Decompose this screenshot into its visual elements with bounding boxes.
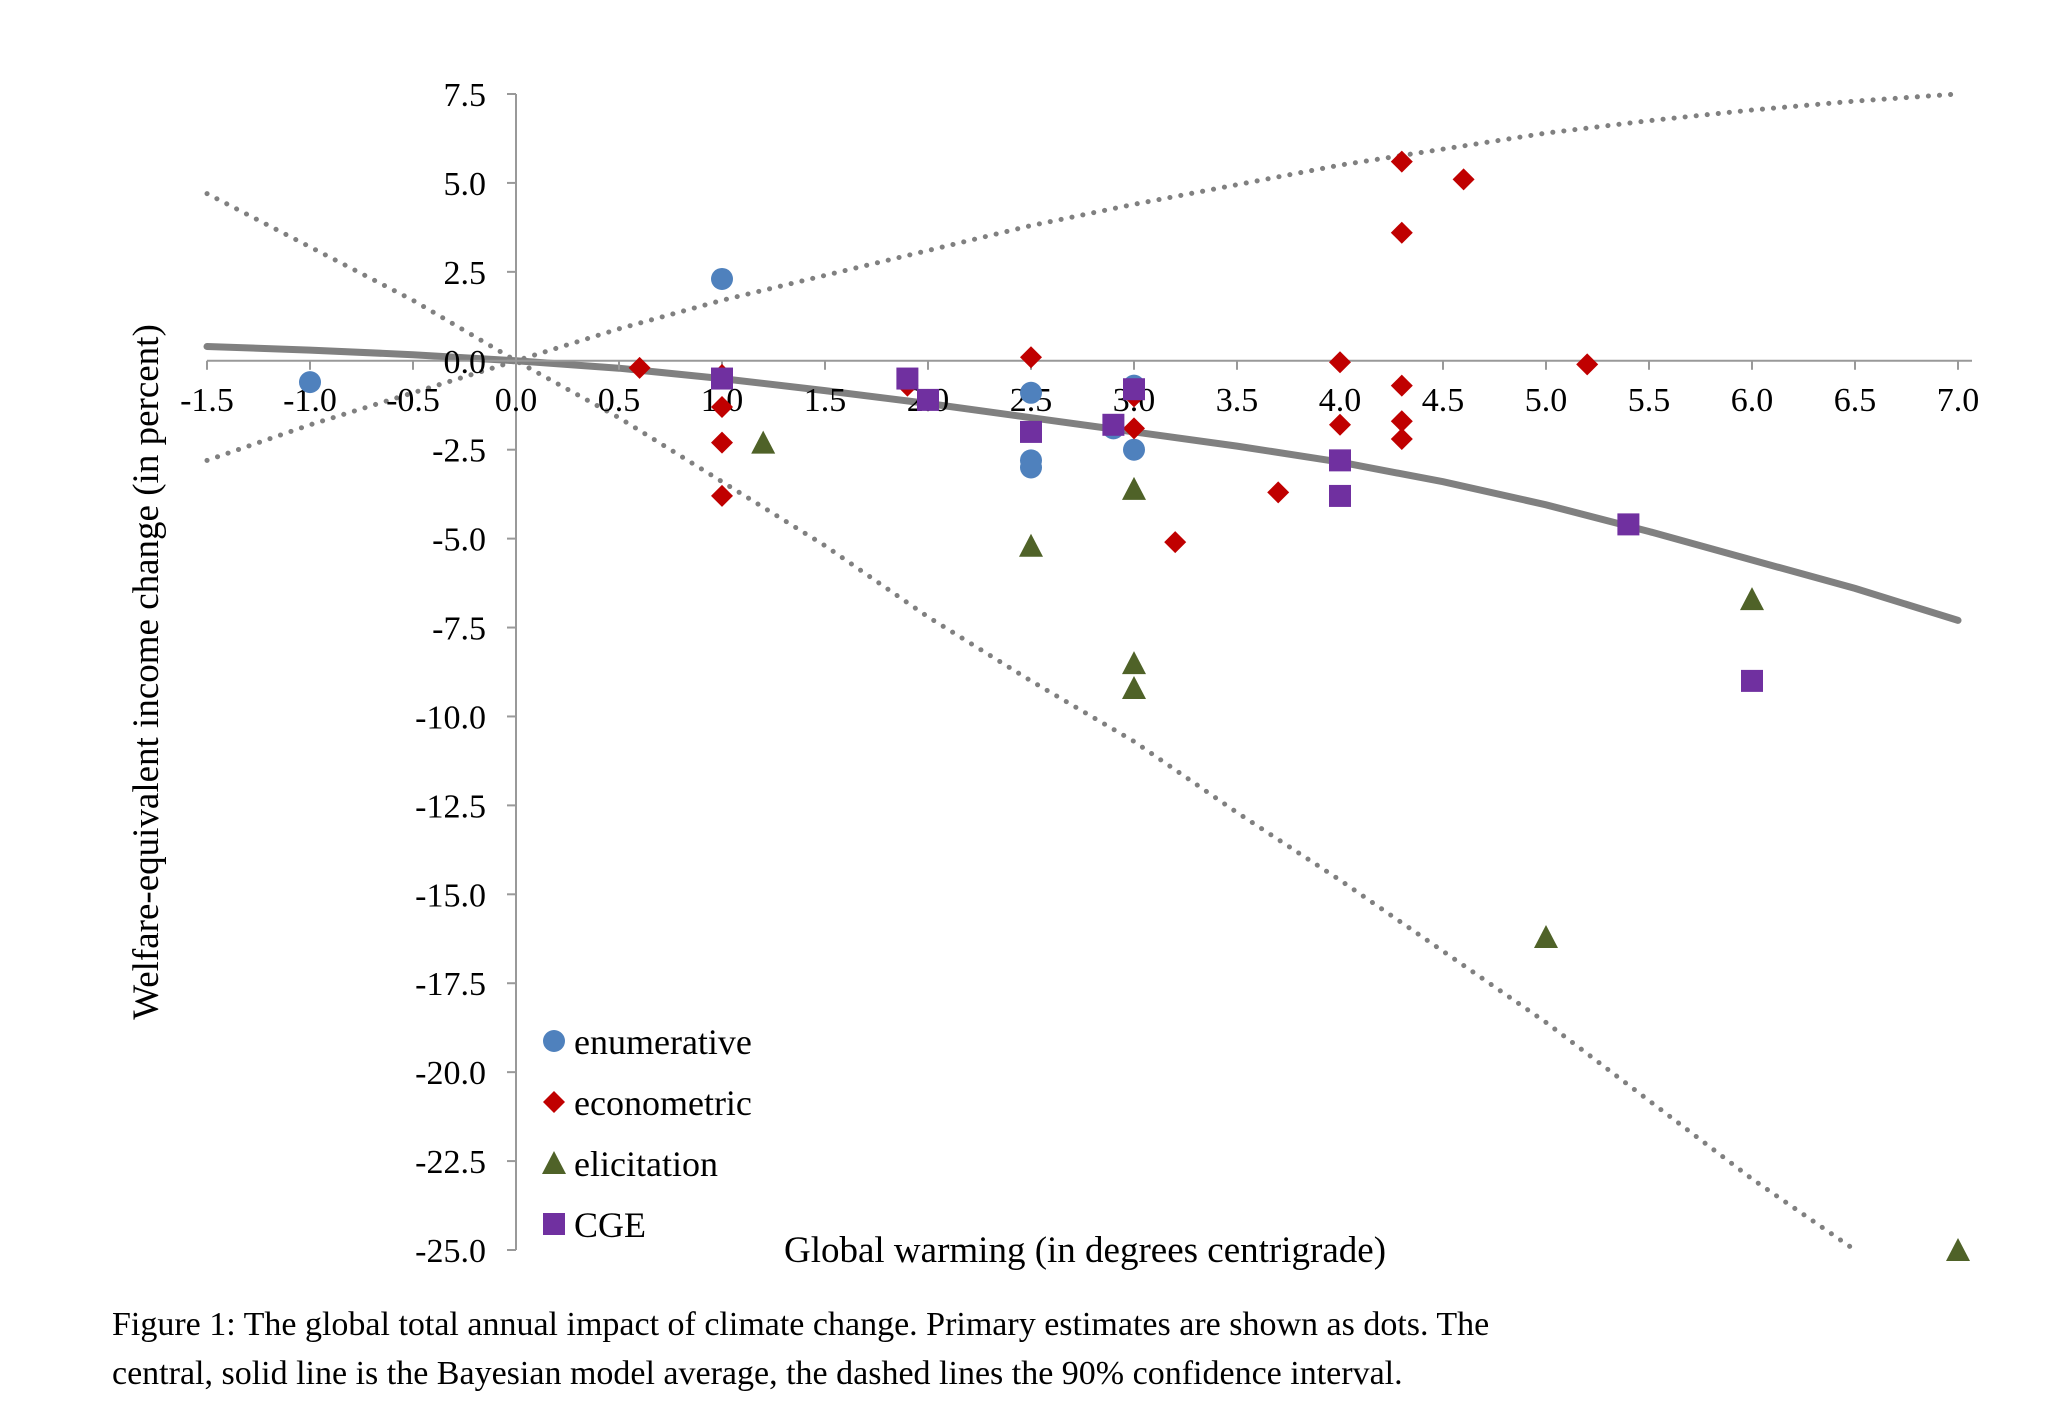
econometric-point <box>1390 374 1413 397</box>
CGE-point <box>1020 420 1042 443</box>
CGE-point <box>917 388 939 411</box>
confidence-upper-line <box>204 91 1961 463</box>
enumerative-point <box>1020 381 1042 404</box>
CGE-point <box>1102 413 1125 436</box>
econometric-point <box>711 431 733 454</box>
econometric-point <box>1329 413 1351 436</box>
legend-enumerative-swatch <box>543 1030 565 1052</box>
econometric-point <box>1164 531 1187 554</box>
figure-caption: Figure 1: The global total annual impact… <box>112 1300 2012 1398</box>
CGE-point <box>1329 484 1351 507</box>
econometric-point <box>1390 221 1413 244</box>
y-tick-label: 7.5 <box>444 77 487 114</box>
y-tick-label: 5.0 <box>444 166 487 203</box>
econometric-point <box>1329 351 1351 374</box>
enumerative-point <box>711 267 733 290</box>
ticks-layer: -1.5-1.0-0.50.00.51.01.52.02.53.03.54.04… <box>180 77 1979 1270</box>
econometric-point <box>711 396 733 419</box>
x-tick-label: 6.5 <box>1834 382 1877 419</box>
x-tick-label: 0.0 <box>495 382 538 419</box>
caption-line-1: Figure 1: The global total annual impact… <box>112 1306 1490 1343</box>
scatter-chart: -1.5-1.0-0.50.00.51.01.52.02.53.03.54.04… <box>126 77 1979 1271</box>
y-tick-label: -10.0 <box>415 699 486 736</box>
elicitation-point <box>1122 476 1146 500</box>
elicitation-point <box>751 430 776 454</box>
y-tick-label: -20.0 <box>415 1055 486 1092</box>
elicitation-point <box>1740 587 1764 611</box>
enumerative-point <box>1020 456 1042 479</box>
x-tick-label: 0.5 <box>598 382 641 419</box>
econometric-point <box>1390 150 1413 173</box>
econometric-point <box>1123 417 1145 440</box>
y-tick-label: -15.0 <box>415 877 486 914</box>
legend-elicitation-swatch <box>542 1151 566 1174</box>
y-tick-label: 2.5 <box>444 255 487 292</box>
CGE-point <box>1123 378 1145 401</box>
elicitation-point <box>1122 676 1146 700</box>
x-tick-label: 4.0 <box>1319 382 1362 419</box>
legend-elicitation-label: elicitation <box>574 1144 718 1184</box>
econometric-point <box>1576 353 1599 376</box>
x-tick-label: 6.0 <box>1731 382 1774 419</box>
legend-CGE-label: CGE <box>574 1205 646 1245</box>
econometric-point <box>1267 481 1290 504</box>
CGE-point <box>896 367 919 390</box>
legend-econometric-swatch <box>543 1091 565 1113</box>
y-tick-label: -7.5 <box>432 611 486 648</box>
bayesian-model-average-line <box>203 343 1962 624</box>
x-tick-label: 4.5 <box>1422 382 1465 419</box>
y-tick-label: 0.0 <box>444 344 487 381</box>
x-axis-title: Global warming (in degrees centrigrade) <box>784 1230 1386 1271</box>
y-tick-label: -22.5 <box>415 1144 486 1181</box>
x-tick-label: 5.5 <box>1628 382 1671 419</box>
y-tick-label: -17.5 <box>415 966 486 1003</box>
confidence-lower-line <box>204 191 1858 1253</box>
elicitation-point <box>1946 1238 1970 1261</box>
y-tick-label: -2.5 <box>432 433 486 470</box>
legend-econometric-label: econometric <box>574 1083 752 1123</box>
caption-line-2: central, solid line is the Bayesian mode… <box>112 1355 1403 1392</box>
legend-CGE-swatch <box>543 1213 565 1235</box>
econometric-point <box>628 356 651 379</box>
x-tick-label: -1.5 <box>180 382 234 419</box>
axes-layer <box>207 94 1972 1250</box>
legend-enumerative-label: enumerative <box>574 1022 752 1062</box>
x-tick-label: 1.5 <box>804 382 847 419</box>
x-tick-label: 3.5 <box>1216 382 1259 419</box>
econometric-point <box>1390 428 1413 451</box>
econometric-point <box>711 484 733 507</box>
enumerative-point <box>299 371 321 394</box>
legend: enumerative econometric elicitation CGE <box>542 1022 752 1245</box>
elicitation-point <box>1019 533 1043 557</box>
elicitation-point <box>1122 651 1146 675</box>
x-tick-label: 5.0 <box>1525 382 1568 419</box>
x-tick-label: -0.5 <box>386 382 440 419</box>
CGE-point <box>1741 669 1763 692</box>
econometric-point <box>1452 168 1475 191</box>
x-tick-label: 7.0 <box>1937 382 1980 419</box>
enumerative-point <box>1123 438 1145 461</box>
CGE-point <box>1329 449 1351 472</box>
points-layer <box>299 150 1970 1261</box>
econometric-point <box>1390 410 1413 433</box>
CGE-point <box>711 367 733 390</box>
econometric-point <box>1020 346 1042 369</box>
y-tick-label: -25.0 <box>415 1233 486 1270</box>
y-tick-label: -12.5 <box>415 788 486 825</box>
y-tick-label: -5.0 <box>432 522 486 559</box>
elicitation-point <box>1534 924 1558 948</box>
CGE-point <box>1617 513 1640 536</box>
y-axis-title: Welfare-equivalent income change (in per… <box>126 324 167 1020</box>
